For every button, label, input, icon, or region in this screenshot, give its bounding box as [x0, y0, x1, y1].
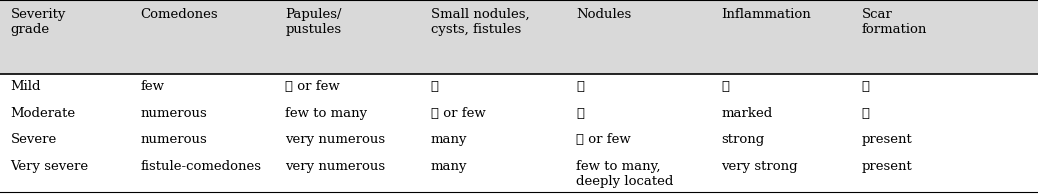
Text: ∅ or few: ∅ or few — [285, 80, 340, 93]
Text: Severe: Severe — [10, 133, 57, 146]
Text: ∅ or few: ∅ or few — [431, 107, 486, 120]
Text: fistule-comedones: fistule-comedones — [140, 160, 262, 173]
Text: very numerous: very numerous — [285, 160, 385, 173]
Text: many: many — [431, 133, 467, 146]
Text: Very severe: Very severe — [10, 160, 88, 173]
Text: ∅: ∅ — [721, 80, 730, 93]
Text: numerous: numerous — [140, 107, 207, 120]
Text: Scar
formation: Scar formation — [862, 8, 927, 36]
Text: strong: strong — [721, 133, 765, 146]
Text: marked: marked — [721, 107, 772, 120]
Text: Mild: Mild — [10, 80, 40, 93]
Text: ∅: ∅ — [862, 80, 870, 93]
Text: present: present — [862, 133, 912, 146]
Text: few to many,
deeply located: few to many, deeply located — [576, 160, 674, 188]
Text: few to many: few to many — [285, 107, 367, 120]
Text: ∅: ∅ — [576, 80, 584, 93]
Text: Inflammation: Inflammation — [721, 8, 811, 21]
Text: very numerous: very numerous — [285, 133, 385, 146]
Text: many: many — [431, 160, 467, 173]
Text: ∅: ∅ — [862, 107, 870, 120]
Text: present: present — [862, 160, 912, 173]
Text: few: few — [140, 80, 164, 93]
Text: ∅: ∅ — [576, 107, 584, 120]
Text: ∅: ∅ — [431, 80, 439, 93]
Bar — [0, 0, 1038, 74]
Text: Moderate: Moderate — [10, 107, 76, 120]
Text: Nodules: Nodules — [576, 8, 631, 21]
Text: Severity
grade: Severity grade — [10, 8, 65, 36]
Text: Papules/
pustules: Papules/ pustules — [285, 8, 342, 36]
Text: ∅ or few: ∅ or few — [576, 133, 631, 146]
Text: very strong: very strong — [721, 160, 798, 173]
Text: Small nodules,
cysts, fistules: Small nodules, cysts, fistules — [431, 8, 529, 36]
Text: Comedones: Comedones — [140, 8, 218, 21]
Text: numerous: numerous — [140, 133, 207, 146]
